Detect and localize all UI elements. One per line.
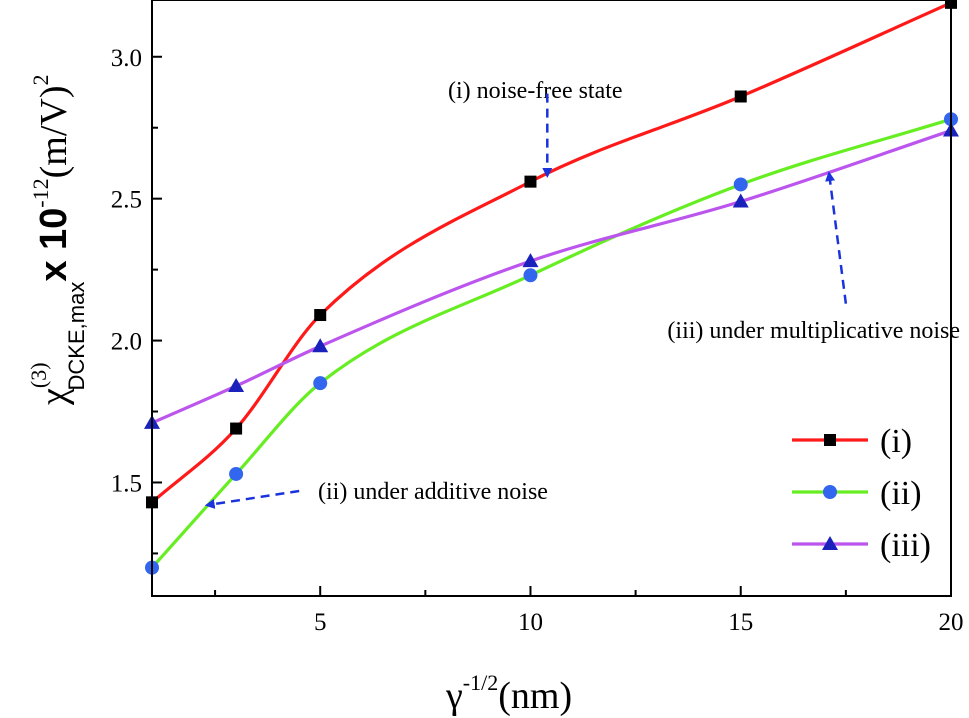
series-3-point-3	[312, 338, 329, 353]
legend-label: (i)	[880, 423, 912, 460]
legend-swatch-marker	[822, 536, 838, 550]
y-axis-exponent: -12	[28, 178, 53, 207]
series-1-point-4	[524, 175, 537, 188]
y-axis-title: χ(3) DCKE,maxx 10-12(m/V)2	[26, 75, 89, 407]
legend-swatch-marker	[823, 485, 837, 499]
annotation-label-3: (iii) under multiplicative noise	[667, 318, 960, 344]
legend-item-1: (i)	[792, 423, 912, 460]
y-tick-label: 1.5	[111, 470, 142, 497]
y-axis-superscript: (3)	[26, 362, 51, 388]
series-2-point-3	[313, 376, 328, 391]
legend-swatch-marker	[824, 434, 836, 446]
series-layer	[144, 0, 959, 575]
annotation-arrow-3	[825, 171, 848, 304]
series-3-point-4	[522, 253, 539, 268]
legend-label: (iii)	[880, 527, 931, 564]
series-2-point-5	[733, 177, 748, 192]
series-2-point-2	[229, 466, 244, 481]
series-3	[144, 122, 959, 429]
y-tick-label: 2.5	[111, 187, 142, 214]
annotation-label-2: (ii) under additive noise	[318, 479, 548, 505]
legend-item-3: (iii)	[792, 527, 931, 564]
plot-frame	[151, 0, 952, 597]
x-tick-label: 15	[728, 609, 753, 636]
series-2-point-4	[523, 268, 538, 283]
y-axis-unit: (m/V)	[33, 86, 75, 179]
ticks-layer: 5 10 15 20 1.5 2.0 2.5 3.0	[111, 45, 964, 636]
legend-label: (ii)	[880, 475, 922, 512]
x-tick-label: 20	[939, 609, 964, 636]
annotation-layer: (i) noise-free state (ii) under additive …	[204, 78, 960, 509]
annotation-arrow-2	[204, 489, 300, 509]
series-3-point-5	[732, 193, 749, 208]
legend: (i) (ii) (iii)	[792, 423, 931, 564]
x-axis-symbol: γ	[445, 675, 463, 717]
series-1-point-5	[734, 90, 747, 103]
y-tick-label: 2.0	[111, 329, 142, 356]
y-axis-multiplier: x 10	[33, 208, 75, 282]
x-tick-label: 5	[314, 609, 327, 636]
x-axis-unit: (nm)	[498, 675, 572, 717]
series-1-point-2	[230, 422, 243, 435]
x-axis-superscript: -1/2	[463, 670, 498, 695]
y-axis-unit-power: 2	[28, 75, 53, 86]
x-axis-title: γ-1/2(nm)	[445, 670, 572, 717]
series-1-point-3	[314, 309, 327, 322]
y-tick-label: 3.0	[111, 45, 142, 72]
legend-item-2: (ii)	[792, 475, 922, 512]
y-axis-subscript: DCKE,max	[64, 282, 89, 391]
y-axis-symbol: χ	[33, 388, 75, 406]
annotation-label-1: (i) noise-free state	[448, 78, 623, 104]
series-2	[145, 112, 958, 575]
x-tick-label: 10	[518, 609, 543, 636]
series-3-point-2	[228, 377, 245, 392]
